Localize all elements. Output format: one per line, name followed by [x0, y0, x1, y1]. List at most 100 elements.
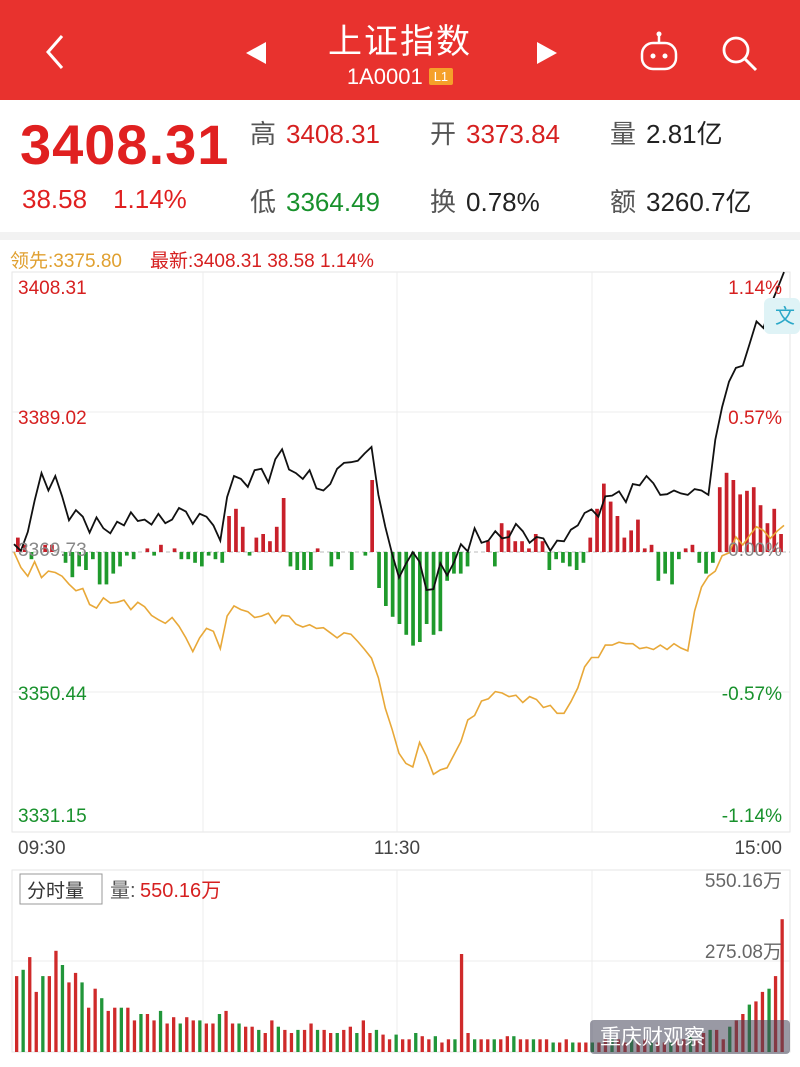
y-tick-right: 0.00%: [728, 540, 782, 561]
volume-bar: [73, 972, 78, 1052]
strength-bar: [384, 552, 388, 606]
prev-triangle-icon[interactable]: [244, 40, 268, 66]
strength-bar: [77, 552, 81, 567]
strength-bar: [84, 552, 88, 570]
volume-bar: [34, 991, 38, 1052]
volume-stat: 量 2.81亿: [610, 114, 723, 151]
volume-value: 2.81亿: [646, 119, 723, 149]
volume-bar: [211, 1023, 215, 1052]
volume-bar: [178, 1023, 182, 1052]
volume-bar: [87, 1007, 91, 1052]
volume-label: 量:: [110, 880, 136, 902]
volume-bar: [551, 1042, 555, 1052]
quote-panel: 3408.31 38.58 1.14% 高 3408.31 开 3373.84 量 2.…: [0, 100, 800, 230]
strength-bar: [683, 548, 688, 552]
strength-bar: [506, 530, 511, 552]
strength-bar: [493, 552, 497, 567]
strength-bar: [377, 552, 381, 588]
strength-bar: [16, 537, 20, 552]
strength-bar: [595, 508, 599, 552]
index-price-line: [13, 271, 785, 591]
strength-bar: [738, 494, 742, 552]
volume-bar: [198, 1020, 202, 1052]
volume-bar: [407, 1039, 411, 1052]
volume-bar: [780, 919, 784, 1052]
open-stat: 开 3373.84: [430, 114, 560, 151]
side-tag-text: 文: [775, 305, 795, 328]
back-arrow-icon[interactable]: [36, 30, 76, 74]
strength-bar: [670, 552, 674, 585]
volume-bar: [564, 1039, 568, 1052]
strength-bar: [145, 548, 150, 552]
lead-index-line: [13, 524, 785, 776]
volume-bar: [322, 1029, 326, 1052]
volume-bar: [113, 1007, 117, 1052]
strength-bar: [43, 544, 47, 552]
volume-bar: [165, 1023, 169, 1052]
volume-bar: [132, 1020, 137, 1052]
strength-bar: [663, 552, 667, 574]
strength-bar: [711, 552, 715, 563]
volume-title: 分时量: [27, 880, 84, 902]
y-tick-left: 3331.15: [18, 806, 87, 827]
watermark-box: [590, 1020, 790, 1054]
strength-bar: [581, 552, 586, 563]
volume-bar: [224, 1010, 228, 1052]
volume-bar: [374, 1029, 379, 1052]
strength-bar: [390, 552, 395, 617]
strength-bar: [118, 552, 122, 567]
volume-bar: [54, 950, 58, 1052]
strength-bar: [261, 534, 265, 552]
robot-icon[interactable]: [636, 30, 682, 74]
high-stat: 高 3408.31: [250, 114, 380, 151]
volume-bar: [525, 1039, 529, 1052]
volume-bar: [185, 1017, 189, 1052]
strength-bar: [520, 541, 524, 552]
volume-bar: [401, 1039, 405, 1052]
strength-bar: [220, 552, 225, 563]
volume-bar: [289, 1033, 294, 1052]
volume-bar: [21, 969, 25, 1052]
strength-bar: [50, 544, 54, 552]
change-value: 38.58: [22, 184, 88, 214]
volume-bar: [93, 988, 97, 1052]
strength-bar: [315, 548, 320, 552]
turnover-value: 0.78%: [466, 187, 540, 217]
volume-bar: [152, 1020, 156, 1052]
strength-bar: [152, 552, 156, 556]
volume-bar: [237, 1023, 241, 1052]
volume-bar: [283, 1029, 287, 1052]
volume-bar: [41, 976, 45, 1052]
strength-bar: [268, 541, 272, 552]
turnover-label: 换: [430, 187, 457, 217]
volume-bar: [244, 1026, 248, 1052]
volume-bar: [512, 1036, 516, 1052]
lead-index: 领先:3375.80: [10, 251, 122, 272]
open-value: 3373.84: [466, 119, 560, 149]
strength-bar: [649, 544, 654, 552]
volume-bar: [67, 982, 71, 1052]
volume-bar: [453, 1039, 457, 1052]
strength-bar: [349, 552, 354, 570]
next-triangle-icon[interactable]: [535, 40, 559, 66]
strength-bar: [540, 541, 545, 552]
volume-bar: [172, 1017, 176, 1052]
strength-bar: [602, 483, 606, 552]
volume-bar: [479, 1039, 483, 1052]
strength-bar: [567, 552, 572, 567]
volume-bar: [302, 1029, 307, 1052]
low-value: 3364.49: [286, 187, 380, 217]
y-tick-right: -0.57%: [722, 684, 782, 705]
strength-bar: [111, 552, 116, 574]
volume-bar: [296, 1029, 300, 1052]
strength-bar: [704, 552, 708, 574]
x-tick-label: 11:30: [374, 838, 420, 859]
search-icon[interactable]: [718, 32, 760, 74]
strength-bar: [636, 519, 640, 552]
strength-bar: [547, 552, 552, 570]
y-tick-left: 3350.44: [18, 684, 87, 705]
strength-bar: [227, 516, 231, 552]
strength-bar: [527, 548, 531, 552]
strength-bar: [125, 552, 129, 556]
